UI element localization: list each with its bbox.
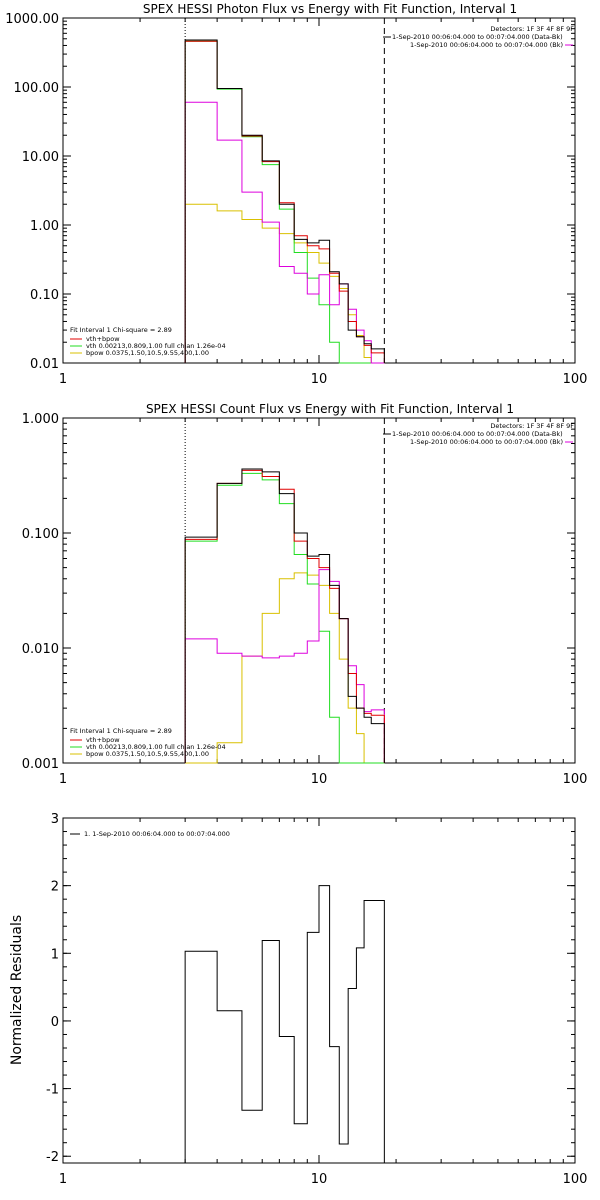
photon-y-tick-label: 0.01 — [30, 357, 59, 372]
count-series-background — [184, 569, 385, 763]
count-flux-ticks: 1 10 100 0.001 0.010 0.100 1.000 — [22, 412, 588, 787]
photon-flux-ticks: 1 10 100 0.01 0.10 1.00 10.00 100.00 1000.00 — [5, 12, 587, 387]
count-y-tick-label: 0.001 — [22, 757, 59, 772]
count-x-tick-label: 10 — [311, 772, 328, 787]
photon-fit-line-1: vth+bpow — [86, 335, 120, 343]
photon-y-tick-label: 1000.00 — [5, 12, 59, 27]
photon-series-background — [184, 101, 385, 364]
count-y-tick-label: 0.010 — [22, 642, 59, 657]
residuals-y-tick-label: -1 — [46, 1083, 59, 1098]
residuals-panel: 1 10 100 -2 -1 0 1 2 3 Normalized Residuals 1. 1… — [9, 812, 587, 1187]
photon-legend-bk: 1-Sep-2010 00:06:04.000 to 00:07:04.000 … — [410, 41, 563, 49]
photon-legend-total: 1-Sep-2010 00:06:04.000 to 00:07:04.000 … — [392, 33, 563, 41]
photon-fit-line-3: bpow 0.0375,1.50,10.5,9.55,400,1.00 — [86, 349, 209, 357]
count-flux-title: SPEX HESSI Count Flux vs Energy with Fit… — [146, 402, 514, 416]
count-fit-title: Fit Interval 1 Chi-square = 2.89 — [70, 727, 172, 735]
count-detectors-label: Detectors: 1F 3F 4F 8F 9F — [490, 422, 574, 430]
photon-y-tick-label: 0.10 — [30, 288, 59, 303]
count-y-tick-label: 0.100 — [22, 527, 59, 542]
residuals-plot-frame — [62, 817, 576, 1164]
count-flux-panel: SPEX HESSI Count Flux vs Energy with Fit… — [22, 402, 588, 787]
residuals-y-tick-label: 1 — [51, 947, 59, 962]
photon-x-tick-label: 1 — [59, 372, 67, 387]
count-x-tick-label: 100 — [563, 772, 588, 787]
residuals-x-tick-label: 1 — [59, 1172, 67, 1187]
photon-y-tick-label: 1.00 — [30, 219, 59, 234]
photon-flux-series — [184, 18, 385, 364]
residuals-y-tick-label: -2 — [46, 1150, 59, 1165]
photon-fit-title: Fit Interval 1 Chi-square = 2.89 — [70, 326, 172, 334]
residuals-y-axis-label: Normalized Residuals — [9, 915, 25, 1065]
count-series-bpow — [185, 572, 385, 764]
photon-series-total — [184, 39, 385, 363]
residuals-series-total — [184, 885, 385, 1163]
count-legend-bk: 1-Sep-2010 00:06:04.000 to 00:07:04.000 … — [410, 438, 563, 446]
residuals-x-tick-label: 100 — [563, 1172, 588, 1187]
count-flux-series — [184, 418, 385, 764]
photon-y-tick-label: 100.00 — [14, 81, 60, 96]
count-series-total — [184, 468, 385, 763]
photon-detectors-label: Detectors: 1F 3F 4F 8F 9F — [490, 25, 574, 33]
count-fit-line-2: vth 0.00213,0.809,1.00 full chian 1.26e-… — [86, 743, 226, 751]
count-y-tick-label: 1.000 — [22, 412, 59, 427]
photon-y-tick-label: 10.00 — [22, 150, 59, 165]
count-fit-line-1: vth+bpow — [86, 736, 120, 744]
residuals-legend: 1. 1-Sep-2010 00:06:04.000 to 00:07:04.0… — [84, 830, 230, 838]
photon-flux-plot-frame — [62, 17, 576, 364]
photon-fit-line-2: vth 0.00213,0.809,1.00 full chian 1.26e-… — [86, 342, 226, 350]
photon-x-tick-label: 100 — [563, 372, 588, 387]
residuals-y-tick-label: 2 — [51, 880, 59, 895]
photon-series-bpow — [184, 203, 385, 364]
residuals-x-tick-label: 10 — [311, 1172, 328, 1187]
photon-x-tick-label: 10 — [311, 372, 328, 387]
photon-flux-title: SPEX HESSI Photon Flux vs Energy with Fi… — [143, 2, 517, 16]
count-x-tick-label: 1 — [59, 772, 67, 787]
count-series-vth — [184, 472, 385, 764]
residuals-series — [184, 885, 385, 1163]
residuals-ticks: 1 10 100 -2 -1 0 1 2 3 — [46, 812, 587, 1187]
count-legend-total: 1-Sep-2010 00:06:04.000 to 00:07:04.000 … — [392, 430, 563, 438]
count-series-fit — [184, 469, 385, 763]
count-fit-line-3: bpow 0.0375,1.50,10.5,9.55,400,1.00 — [86, 750, 209, 758]
residuals-y-tick-label: 3 — [51, 812, 59, 827]
residuals-y-tick-label: 0 — [51, 1015, 59, 1030]
photon-flux-panel: SPEX HESSI Photon Flux vs Energy with Fi… — [5, 2, 587, 387]
